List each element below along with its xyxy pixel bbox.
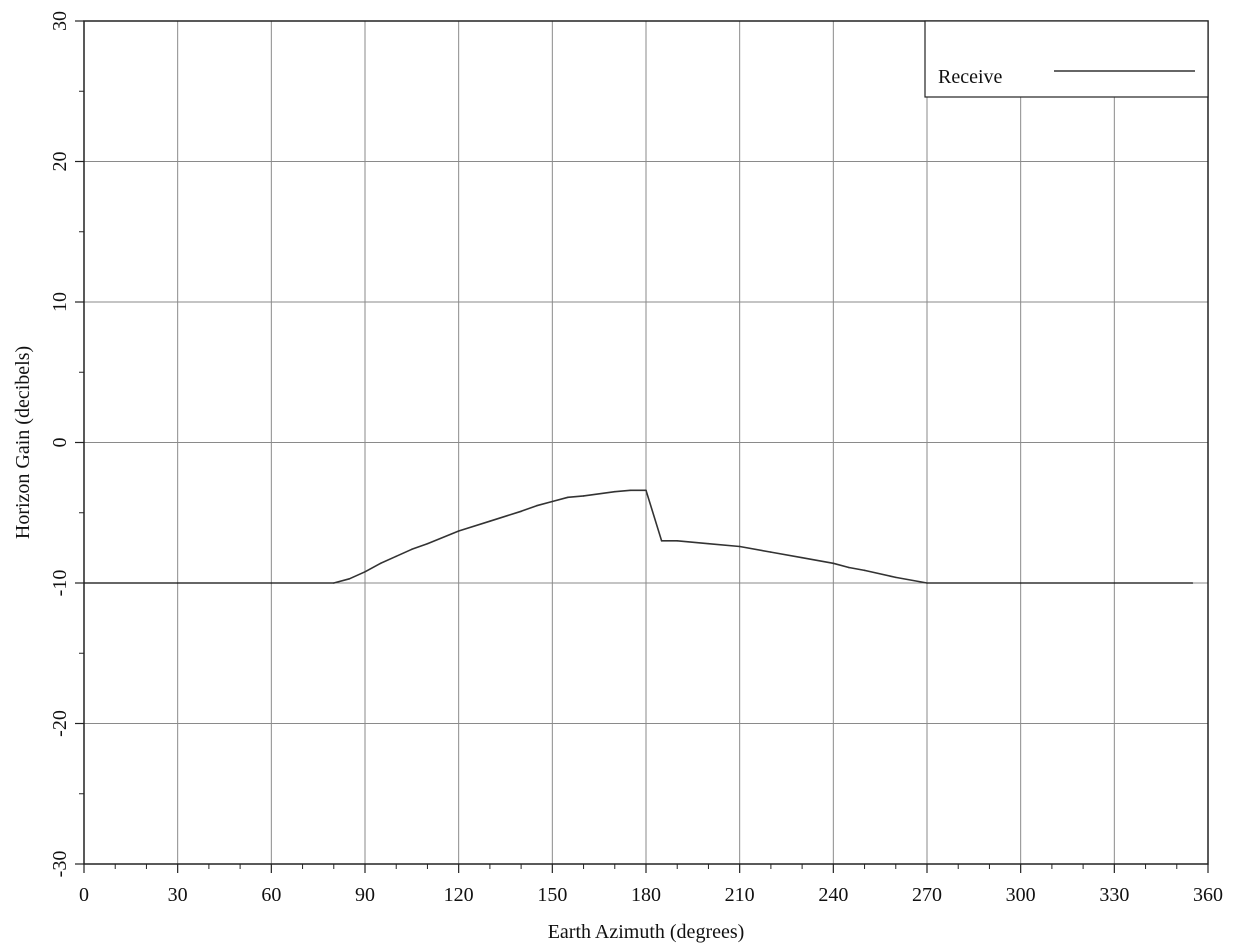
data-point [707,542,710,545]
series-line-receive [84,489,1193,584]
data-point [926,582,928,584]
y-tick-label: 10 [49,292,71,312]
y-tick-label: -30 [49,851,71,878]
data-point [613,490,616,493]
data-point [270,582,273,584]
data-point [582,495,585,497]
x-axis-ticks: 0 30 60 90 120 150 180 210 240 270 300 330 360 [79,864,1223,906]
data-point [364,570,366,573]
legend: Receive [924,20,1209,98]
y-tick-label: 20 [49,152,71,172]
data-point [801,556,803,559]
data-point [738,545,741,548]
x-axis-title: Earth Azimuth (degrees) [548,921,745,943]
data-point [379,562,382,565]
data-point [660,540,663,542]
y-tick-label: 30 [49,11,71,31]
x-tick-label: 30 [168,884,188,906]
data-point [848,566,850,569]
x-tick-label: 210 [725,884,755,906]
data-point [489,520,491,522]
legend-label-receive: Receive [938,66,1003,88]
y-tick-label: -20 [49,710,71,737]
data-point [567,496,569,499]
data-point [770,551,772,553]
y-axis-ticks: -30 -20 -10 0 10 20 30 [49,11,84,877]
x-tick-label: 60 [261,884,281,906]
x-tick-label: 90 [355,884,375,906]
data-point [863,569,866,572]
x-tick-label: 0 [79,884,89,906]
x-tick-label: 120 [444,884,474,906]
data-point [629,489,632,492]
data-point [535,504,538,507]
x-tick-label: 180 [631,884,661,906]
data-point [348,577,351,580]
data-point [457,530,460,532]
y-tick-label: 0 [49,438,71,448]
x-tick-label: 270 [912,884,942,906]
legend-box [924,20,1209,98]
data-point [894,576,897,579]
data-point [1019,582,1022,584]
data-point [426,542,429,545]
x-tick-label: 330 [1099,884,1129,906]
y-axis-title: Horizon Gain (decibels) [12,346,34,539]
data-point [411,548,413,551]
data-point [832,562,835,565]
x-tick-label: 300 [1006,884,1036,906]
x-tick-label: 360 [1193,884,1223,906]
data-point [1113,582,1116,584]
data-point [1191,582,1194,584]
x-tick-label: 240 [818,884,848,906]
data-point [332,582,335,584]
data-point [676,540,679,542]
series-layer [83,489,1194,584]
data-point [176,582,179,584]
plot-frame [83,20,1209,865]
data-point [645,489,647,492]
data-point [520,510,522,513]
x-tick-label: 150 [537,884,567,906]
data-point [395,555,398,558]
data-point [551,500,554,503]
y-tick-label: -10 [49,570,71,597]
